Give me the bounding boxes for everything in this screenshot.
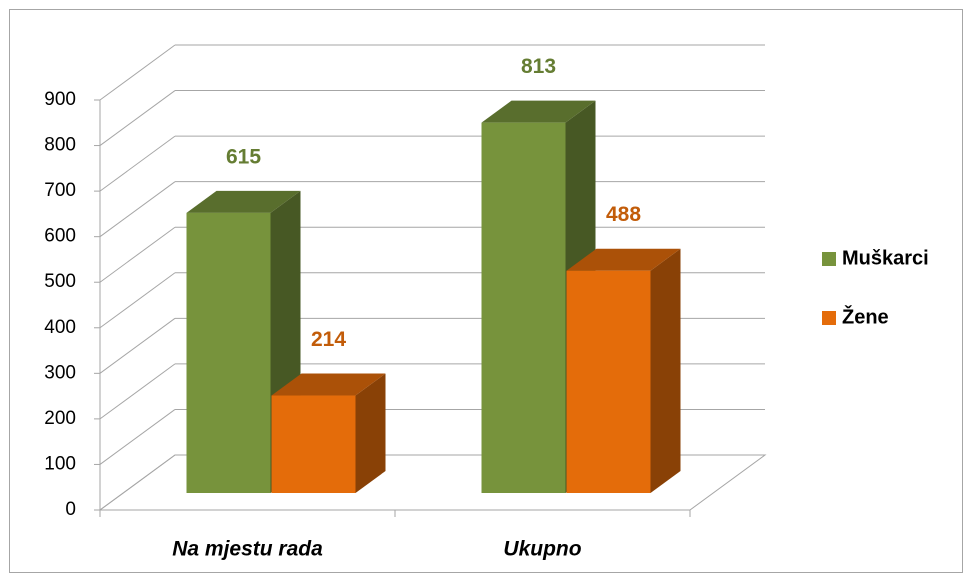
bar: [566, 270, 651, 493]
y-tick-label: 0: [65, 499, 76, 520]
y-tick-label: 300: [44, 362, 76, 383]
grid-line: [99, 135, 176, 192]
y-tick-label: 200: [44, 408, 76, 429]
y-tick-label: 900: [44, 89, 76, 110]
grid-line: [99, 409, 176, 465]
grid-line: [99, 363, 176, 420]
bar: [186, 212, 271, 494]
x-tick-label: Ukupno: [503, 538, 581, 561]
y-tick-label: 600: [44, 226, 76, 247]
value-label: 488: [606, 203, 641, 226]
bar-side: [355, 373, 386, 493]
legend-label: Muškarci: [842, 247, 929, 269]
bar-top: [566, 248, 681, 271]
grid-line: [99, 44, 176, 101]
bar-side: [650, 248, 681, 493]
bar: [481, 122, 566, 493]
value-label: 615: [226, 145, 261, 168]
legend-label: Žene: [842, 304, 889, 328]
y-tick-label: 500: [44, 271, 76, 292]
x-tick-label: Na mjestu rada: [172, 538, 323, 561]
grid-line: [99, 317, 176, 374]
y-tick-label: 700: [44, 180, 76, 201]
value-label: 214: [311, 328, 346, 351]
grid-line: [99, 454, 176, 511]
grid-line: [99, 226, 176, 283]
y-tick-label: 400: [44, 317, 76, 338]
value-label: 813: [521, 55, 556, 78]
bar-top: [186, 190, 301, 213]
bar: [271, 395, 356, 493]
bar-top: [271, 373, 386, 396]
y-tick-label: 100: [44, 453, 76, 474]
grid-line: [99, 272, 176, 329]
legend-swatch: [822, 252, 836, 266]
y-tick-label: 800: [44, 135, 76, 156]
bar-top: [481, 100, 596, 123]
legend-swatch: [822, 311, 836, 325]
grid-line: [99, 181, 176, 238]
grid-line: [99, 90, 176, 146]
